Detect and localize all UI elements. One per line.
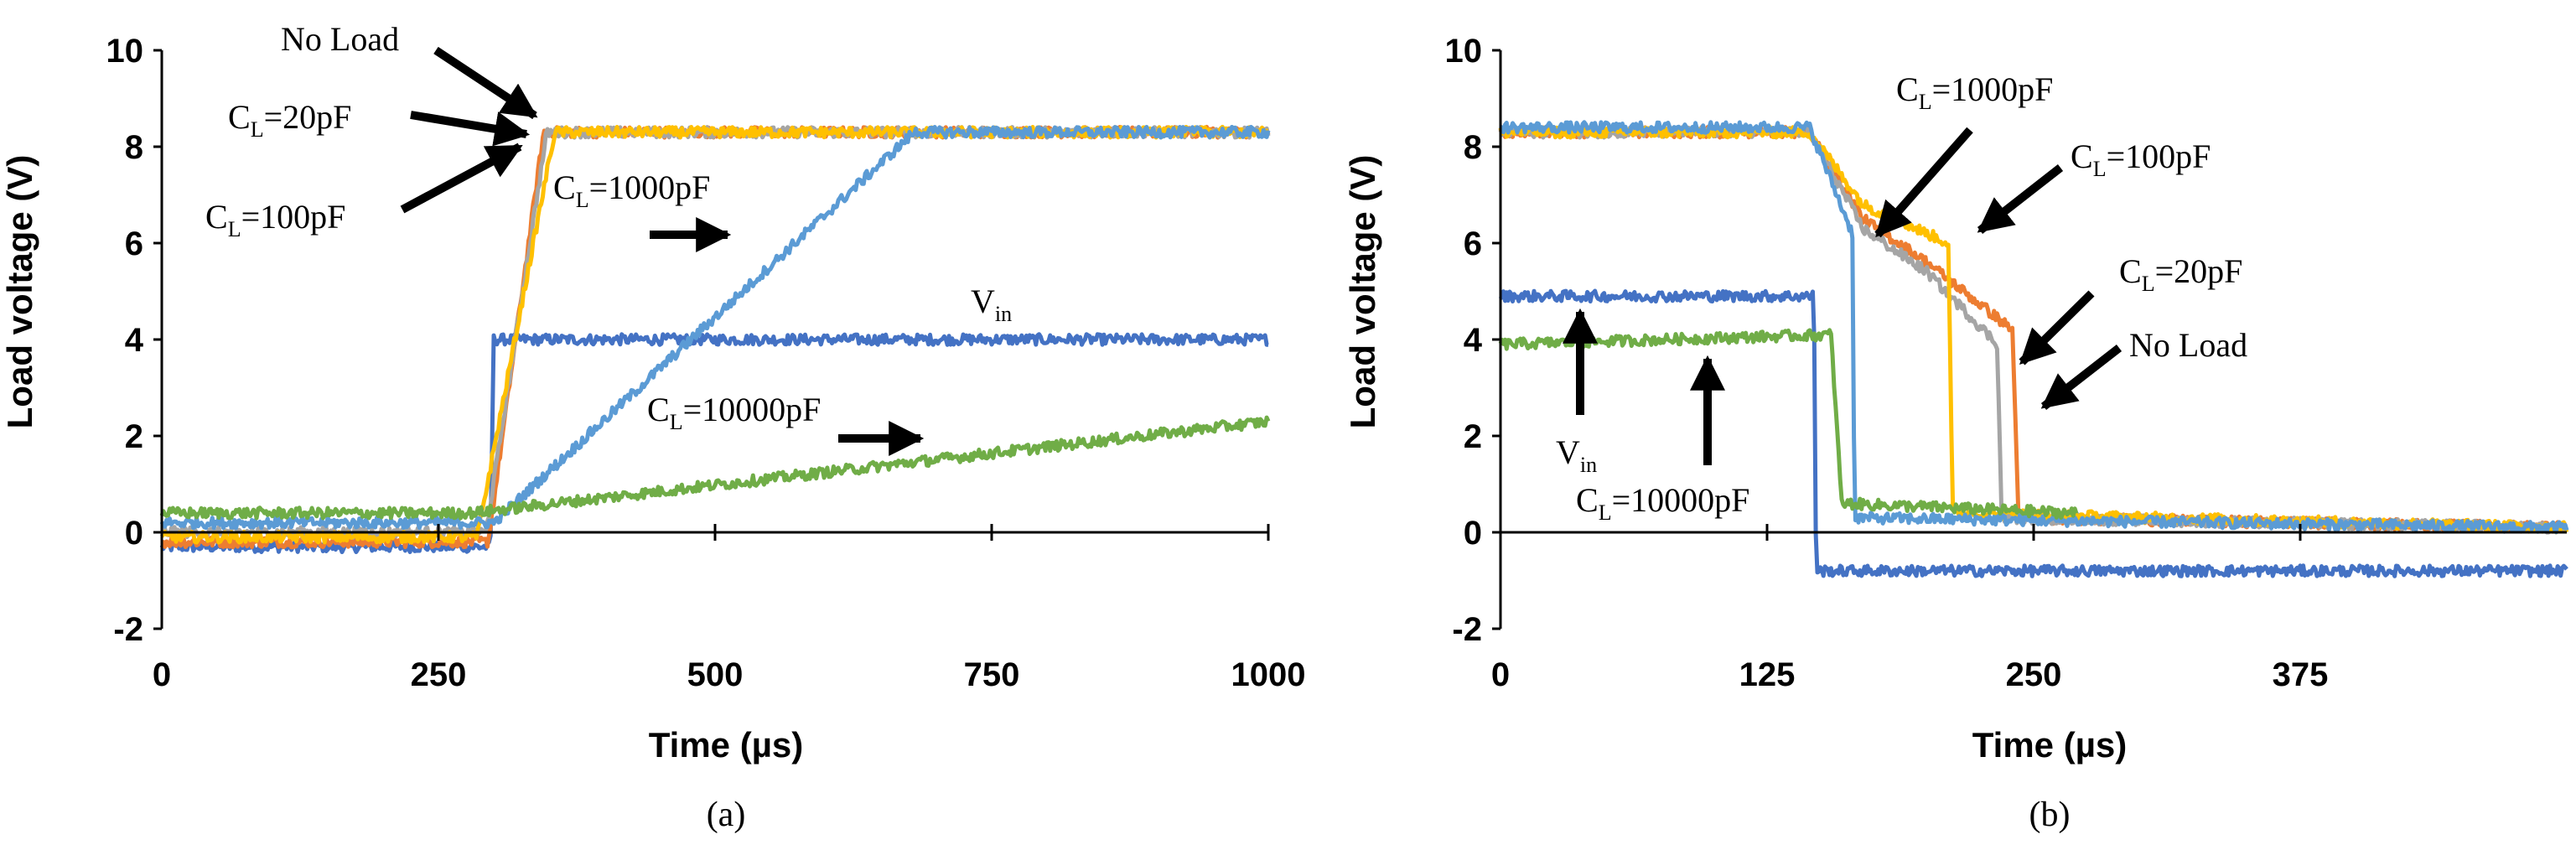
- y-tick-label: 8: [125, 129, 143, 166]
- x-tick-label: 0: [153, 656, 171, 693]
- axes: [153, 49, 1270, 630]
- y-tick-label: -2: [113, 611, 143, 648]
- x-tick-label: 125: [1739, 656, 1796, 693]
- x-tick-label: 500: [687, 656, 744, 693]
- y-tick-label: 8: [1464, 129, 1482, 166]
- panel-label: (b): [2029, 796, 2071, 834]
- y-tick-labels: -2 0 2 4 6 8 10: [1445, 33, 1483, 648]
- x-axis-label: Time (µs): [1972, 725, 2127, 765]
- x-tick-label: 250: [411, 656, 467, 693]
- annotation-cl-10000pf: CL=10000pF: [647, 391, 821, 434]
- x-tick-label: 1000: [1231, 656, 1306, 693]
- y-axis-label: Load voltage (V): [1343, 155, 1382, 429]
- x-tick-labels: 0 125 250 375: [1491, 656, 2329, 693]
- y-tick-label: 10: [106, 33, 144, 70]
- y-tick-label: 4: [125, 322, 144, 359]
- axes: [1492, 49, 2567, 630]
- series-line: [159, 415, 1271, 521]
- annotation-cl-10000pf: CL=10000pF: [1576, 481, 1749, 525]
- y-tick-label: 2: [1464, 418, 1482, 455]
- series-line: [1498, 288, 2568, 578]
- annotation-cl-20pf: CL=20pF: [228, 98, 351, 142]
- series-line: [161, 125, 1271, 540]
- annotation-arrow: [400, 143, 523, 214]
- chart-panel-a: -2 0 2 4 6 8 10 0 250 500 750 1000 Load voltage (V…: [0, 20, 1305, 834]
- annotation-cl-100pf: CL=100pF: [2071, 137, 2211, 181]
- annotation-cl-1000pf: CL=1000pF: [553, 168, 710, 212]
- annotation-arrow: [1977, 164, 2064, 234]
- annotations: CL=1000pF CL=100pF CL=20pF No Load Vin C…: [1556, 70, 2247, 525]
- series-line: [1499, 120, 2569, 535]
- annotation-arrow: [433, 46, 538, 120]
- y-tick-label: 2: [125, 418, 143, 455]
- annotation-vin: Vin: [1556, 433, 1597, 477]
- annotation-no-load: No Load: [2129, 326, 2247, 364]
- annotation-vin: Vin: [971, 283, 1012, 326]
- annotation-arrow: [2040, 345, 2122, 410]
- x-tick-labels: 0 250 500 750 1000: [153, 656, 1306, 693]
- annotation-arrow: [1874, 127, 1973, 238]
- annotation-cl-1000pf: CL=1000pF: [1896, 70, 2053, 114]
- annotation-arrow: [410, 111, 531, 147]
- y-tick-label: 6: [1464, 226, 1482, 262]
- x-axis-label: Time (µs): [649, 725, 803, 765]
- x-tick-label: 375: [2273, 656, 2329, 693]
- y-tick-label: -2: [1452, 611, 1482, 648]
- y-tick-label: 0: [1464, 515, 1482, 552]
- annotation-no-load: No Load: [281, 20, 399, 58]
- y-tick-label: 6: [125, 226, 143, 262]
- annotations: No Load CL=20pF CL=100pF CL=1000pF Vin C…: [205, 20, 1012, 456]
- panel-label: (a): [707, 796, 746, 834]
- y-tick-label: 0: [125, 515, 143, 552]
- series-line: [159, 125, 1271, 531]
- x-tick-label: 0: [1491, 656, 1510, 693]
- y-axis-label: Load voltage (V): [0, 155, 39, 429]
- annotation-arrow: [2019, 290, 2095, 365]
- series-group: [159, 124, 1271, 554]
- annotation-cl-100pf: CL=100pF: [205, 198, 345, 241]
- annotation-cl-20pf: CL=20pF: [2119, 252, 2242, 296]
- y-tick-label: 4: [1464, 322, 1483, 359]
- x-tick-label: 250: [2006, 656, 2062, 693]
- x-tick-label: 750: [964, 656, 1020, 693]
- y-tick-labels: -2 0 2 4 6 8 10: [106, 33, 144, 648]
- y-tick-label: 10: [1445, 33, 1483, 70]
